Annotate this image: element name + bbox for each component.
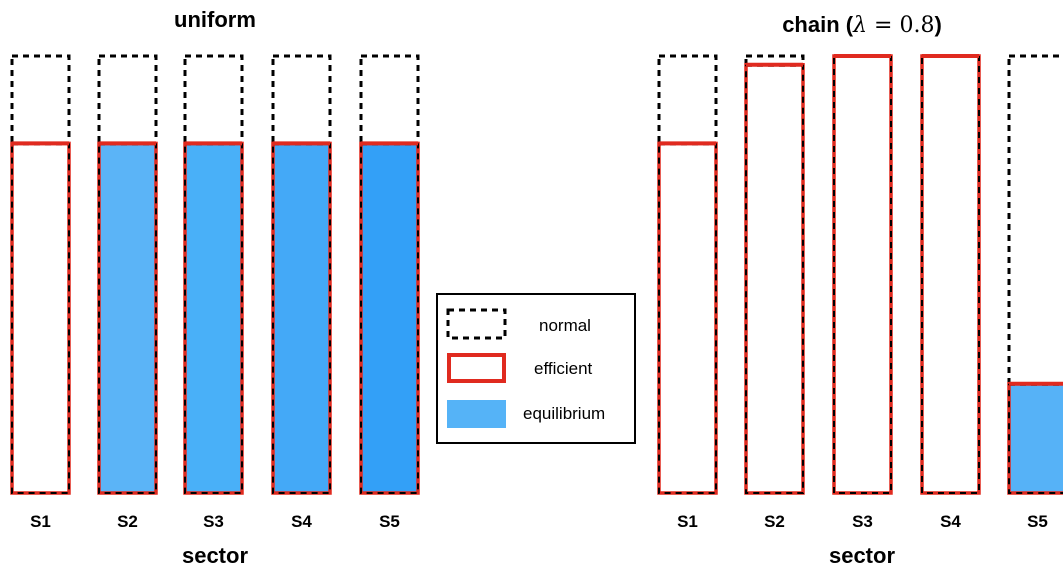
bars-uniform: S1 S2 S3 S4 S5 — [10, 54, 420, 531]
bar-efficient-chain-s1 — [657, 141, 718, 495]
legend-label-efficient: efficient — [534, 359, 593, 378]
bar-normal-overlay-chain-s3 — [833, 56, 892, 494]
bar-normal-overlay-uniform-s5 — [360, 143, 419, 494]
panel-uniform: uniform S1 S2 S3 S4 S5 sector — [10, 7, 420, 568]
bar-equilibrium-uniform-s2 — [99, 143, 156, 493]
bar-normal-uniform-s1 — [10, 54, 71, 495]
x-tick-chain-s5: S5 — [1027, 512, 1048, 531]
bar-normal-overlay-uniform-s1 — [11, 143, 70, 494]
x-tick-uniform-s5: S5 — [379, 512, 400, 531]
legend-swatch-normal — [446, 308, 507, 340]
chart-title-uniform: uniform — [174, 7, 256, 32]
bar-efficient-chain-s3 — [832, 54, 893, 495]
bar-normal-chain-s3 — [832, 54, 893, 495]
bar-equilibrium-chain-s5 — [1009, 383, 1063, 493]
legend-swatch-efficient — [447, 353, 506, 383]
bar-normal-chain-s2 — [744, 54, 805, 495]
bar-normal-overlay-uniform-s4 — [272, 143, 331, 494]
bar-normal-overlay-uniform-s2 — [98, 143, 157, 494]
bar-efficient-chain-s4 — [920, 54, 981, 495]
legend-label-normal: normal — [539, 316, 591, 335]
bar-normal-overlay-chain-s2 — [745, 64, 804, 495]
x-tick-chain-s1: S1 — [677, 512, 698, 531]
bar-normal-chain-s1 — [657, 54, 718, 495]
x-axis-label-chain: sector — [829, 543, 895, 568]
bar-normal-overlay-chain-s5 — [1008, 383, 1063, 494]
x-tick-uniform-s4: S4 — [291, 512, 312, 531]
bar-normal-overlay-chain-s4 — [921, 56, 980, 494]
bar-normal-overlay-chain-s1 — [658, 143, 717, 494]
chart-title-chain-prefix: chain ( — [782, 12, 854, 37]
bar-efficient-uniform-s1 — [10, 141, 71, 495]
x-tick-uniform-s3: S3 — [203, 512, 224, 531]
x-tick-chain-s2: S2 — [764, 512, 785, 531]
legend-swatch-equilibrium — [447, 400, 506, 428]
bar-normal-overlay-uniform-s3 — [184, 143, 243, 494]
legend: normal efficient equilibrium — [436, 293, 636, 444]
chart-title-chain-suffix: ) — [934, 12, 941, 37]
chart-title-chain-lambda: λ — [852, 13, 867, 38]
x-tick-chain-s3: S3 — [852, 512, 873, 531]
x-tick-chain-s4: S4 — [940, 512, 961, 531]
bars-chain: S1 S2 S3 S4 S5 — [657, 54, 1063, 531]
panel-chain: chain (λ = 0.8) S1 S2 S3 S4 S5 sector — [657, 12, 1063, 568]
legend-label-equilibrium: equilibrium — [523, 404, 605, 423]
bar-equilibrium-uniform-s5 — [361, 143, 418, 493]
bar-equilibrium-uniform-s3 — [185, 143, 242, 493]
bar-efficient-chain-s2 — [744, 62, 805, 495]
x-tick-uniform-s2: S2 — [117, 512, 138, 531]
chart-title-chain-value: = 0.8 — [867, 13, 934, 38]
bar-equilibrium-uniform-s4 — [273, 143, 330, 493]
bar-normal-chain-s4 — [920, 54, 981, 495]
chart-title-chain: chain (λ = 0.8) — [782, 12, 942, 38]
x-tick-uniform-s1: S1 — [30, 512, 51, 531]
x-axis-label-uniform: sector — [182, 543, 248, 568]
